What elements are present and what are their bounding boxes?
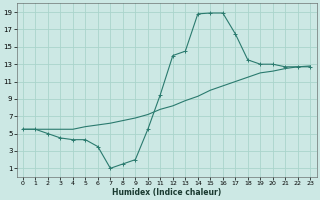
X-axis label: Humidex (Indice chaleur): Humidex (Indice chaleur)	[112, 188, 221, 197]
